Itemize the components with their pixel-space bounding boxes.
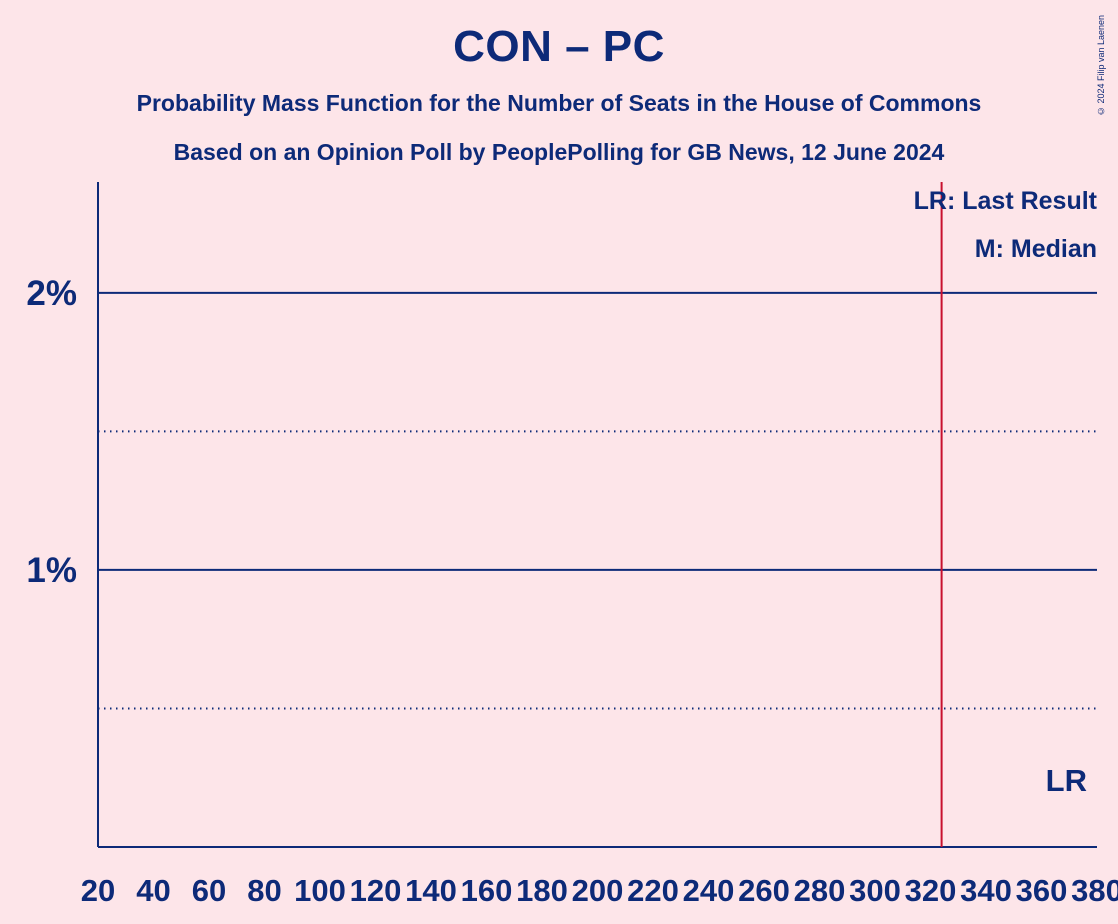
- y-tick-label-1: 1%: [26, 551, 77, 590]
- chart-subtitle-source: Based on an Opinion Poll by PeoplePollin…: [173, 139, 945, 165]
- x-tick-label-260: 260: [738, 873, 790, 908]
- x-tick-label-240: 240: [683, 873, 735, 908]
- legend-median: M: Median: [975, 235, 1097, 263]
- last-result-marker-label: LR: [1046, 763, 1087, 798]
- x-tick-label-180: 180: [516, 873, 568, 908]
- gridlines: [98, 291, 1097, 710]
- chart-title: CON – PC: [453, 22, 665, 71]
- x-tick-labels: 20 40 60 80 100 120 140 160 180 200 220 240 260 280 30…: [81, 873, 1118, 908]
- legend-last-result: LR: Last Result: [914, 187, 1098, 215]
- x-tick-label-280: 280: [794, 873, 846, 908]
- axes: [97, 182, 1097, 848]
- x-tick-label-40: 40: [136, 873, 170, 908]
- x-tick-label-300: 300: [849, 873, 901, 908]
- x-tick-label-320: 320: [905, 873, 957, 908]
- x-tick-label-200: 200: [572, 873, 624, 908]
- x-tick-label-220: 220: [627, 873, 679, 908]
- x-tick-label-80: 80: [247, 873, 281, 908]
- y-tick-labels: 1% 2%: [26, 274, 77, 590]
- x-tick-label-100: 100: [294, 873, 346, 908]
- y-tick-label-2: 2%: [26, 274, 77, 313]
- chart-subtitle-method: Probability Mass Function for the Number…: [136, 90, 982, 116]
- x-tick-label-380: 380: [1071, 873, 1118, 908]
- x-tick-label-60: 60: [192, 873, 226, 908]
- x-tick-label-340: 340: [960, 873, 1012, 908]
- x-tick-label-140: 140: [405, 873, 457, 908]
- x-tick-label-120: 120: [350, 873, 402, 908]
- x-tick-label-20: 20: [81, 873, 115, 908]
- x-tick-label-160: 160: [461, 873, 513, 908]
- x-tick-label-360: 360: [1016, 873, 1068, 908]
